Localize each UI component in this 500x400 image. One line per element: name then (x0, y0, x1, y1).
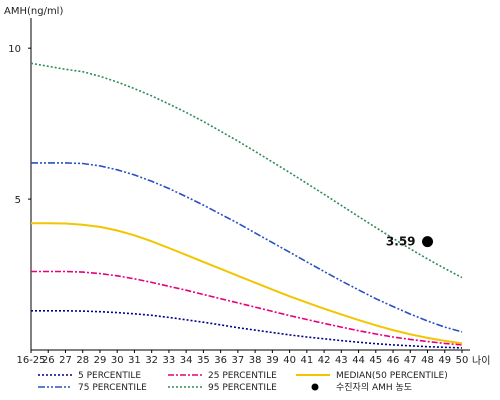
x-tick-label: 36 (214, 355, 227, 366)
legend-marker-point (311, 383, 319, 391)
legend: 5 PERCENTILE 25 PERCENTILE MEDIAN(50 PERCE… (38, 371, 448, 393)
x-tick-label: 38 (249, 355, 262, 366)
legend-label-5: 수진자의 AMH 농도 (336, 382, 412, 393)
x-tick-label: 32 (145, 355, 158, 366)
x-tick-label: 30 (111, 355, 124, 366)
x-tick-label: 50 (456, 355, 469, 366)
x-tick-label: 47 (404, 355, 417, 366)
series-line-4 (30, 62, 463, 279)
x-tick-label: 31 (128, 355, 141, 366)
legend-label-0: 5 PERCENTILE (78, 371, 141, 381)
x-tick-label: 48 (421, 355, 434, 366)
x-tick-label: 45 (369, 355, 382, 366)
series-line-3 (31, 162, 463, 333)
x-tick-label: 39 (266, 355, 279, 366)
x-tick-label: 16-25 (16, 355, 45, 366)
y-tick-label: 5 (15, 195, 21, 206)
x-axis-label: 나이 (472, 355, 490, 367)
x-tick-label: 41 (300, 355, 313, 366)
patient-point-label: 3.59 (386, 235, 416, 249)
x-tick-label: 33 (163, 355, 176, 366)
x-tick-label: 49 (438, 355, 451, 366)
x-tick-label: 34 (180, 355, 193, 366)
legend-label-4: 95 PERCENTILE (208, 383, 277, 393)
x-tick-label: 44 (352, 355, 365, 366)
point-layer: 3.59 (386, 235, 434, 249)
x-tick-label: 40 (283, 355, 296, 366)
series-line-1 (31, 270, 463, 346)
x-tick-label: 28 (76, 355, 89, 366)
series-line-0 (31, 309, 463, 349)
x-tick-label: 35 (197, 355, 210, 366)
x-tick-label: 37 (232, 355, 245, 366)
y-axis-label: AMH(ng/ml) (4, 6, 63, 17)
x-tick-label: 29 (94, 355, 107, 366)
series-layer (30, 62, 463, 349)
x-tick-label: 26 (42, 355, 55, 366)
x-tick-label: 27 (59, 355, 72, 366)
legend-label-1: 25 PERCENTILE (208, 371, 277, 381)
legend-label-2: MEDIAN(50 PERCENTILE) (336, 371, 448, 381)
x-tick-label: 46 (387, 355, 400, 366)
patient-point (422, 236, 434, 248)
x-tick-label: 43 (335, 355, 348, 366)
legend-label-3: 75 PERCENTILE (78, 383, 147, 393)
series-line-2 (31, 222, 463, 345)
x-tick-label: 42 (318, 355, 331, 366)
y-tick-label: 10 (8, 44, 21, 55)
